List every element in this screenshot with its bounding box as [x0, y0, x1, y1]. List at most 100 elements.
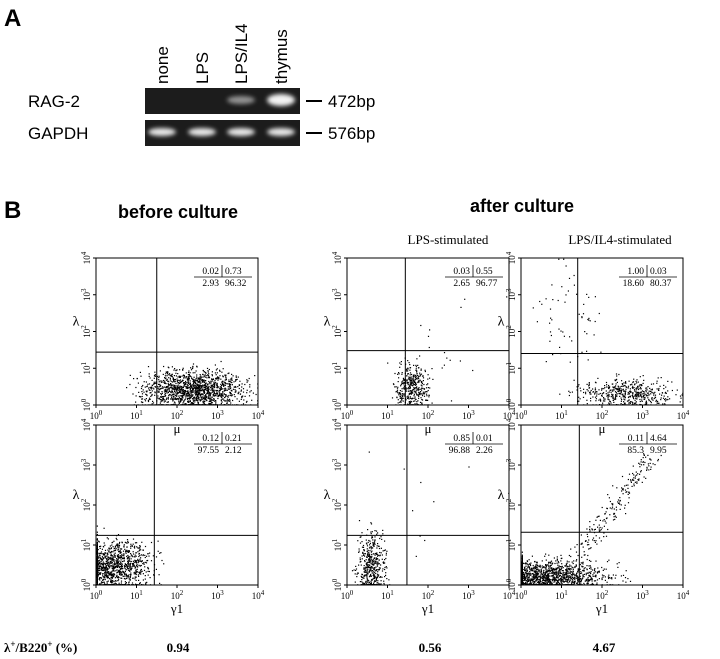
dot	[97, 563, 99, 565]
dot	[357, 540, 359, 542]
dot	[612, 396, 614, 398]
dot	[665, 391, 667, 393]
dot	[213, 383, 215, 385]
dot	[133, 573, 135, 575]
dot	[605, 568, 607, 570]
dot	[624, 577, 627, 579]
dot	[127, 562, 129, 564]
dot	[181, 395, 184, 397]
dot	[617, 566, 619, 568]
tick-base: 10	[503, 591, 513, 601]
dot	[212, 384, 214, 386]
dot	[561, 286, 563, 288]
dot	[562, 331, 564, 333]
dot	[189, 393, 191, 396]
dot	[195, 392, 197, 394]
dot	[170, 383, 172, 385]
dot	[525, 582, 527, 584]
dot	[427, 383, 429, 385]
dot	[200, 377, 202, 379]
dot	[395, 391, 397, 393]
dot	[196, 388, 198, 390]
dot	[230, 387, 232, 389]
dot	[555, 583, 558, 585]
dot	[239, 393, 242, 395]
dot	[212, 378, 215, 380]
dot	[192, 372, 194, 374]
dot	[252, 392, 254, 394]
dot	[367, 561, 369, 563]
dot	[645, 389, 647, 391]
dot	[187, 400, 189, 403]
quadrant-value: 0.21	[225, 434, 242, 444]
dot	[107, 560, 109, 562]
dot	[98, 561, 100, 563]
dot	[620, 389, 623, 391]
dot	[608, 399, 610, 401]
dot	[421, 395, 424, 397]
dot	[115, 566, 117, 568]
dot	[402, 377, 405, 379]
dot	[585, 574, 587, 576]
dot	[135, 561, 137, 563]
dot	[116, 569, 118, 571]
dot	[414, 374, 416, 376]
dot	[118, 550, 120, 552]
dot	[207, 397, 209, 400]
dot	[374, 557, 376, 559]
lane-label: thymus	[272, 29, 291, 84]
dot	[665, 392, 667, 394]
dot	[240, 398, 242, 400]
tick-base: 10	[211, 411, 221, 421]
dot	[177, 388, 179, 390]
dot	[159, 552, 161, 554]
dot	[185, 393, 187, 395]
dot	[384, 540, 386, 542]
tick-label: 102	[596, 409, 609, 421]
dot	[590, 566, 592, 568]
tick-label: 102	[422, 589, 435, 601]
dot	[165, 383, 167, 385]
dot	[98, 565, 100, 567]
dot	[119, 555, 121, 557]
dot	[214, 389, 216, 391]
dot	[360, 575, 362, 577]
dot	[621, 385, 623, 387]
dot	[405, 399, 407, 401]
dot	[362, 544, 365, 547]
dot	[412, 510, 414, 512]
dot	[204, 374, 206, 376]
dot	[365, 559, 367, 561]
dot	[134, 556, 136, 558]
dot	[367, 549, 369, 551]
dot	[125, 542, 127, 544]
dot	[199, 374, 201, 376]
dot	[358, 564, 360, 566]
tick-label: 100	[90, 589, 103, 601]
dot	[109, 548, 111, 550]
dot	[585, 393, 587, 395]
dot	[185, 386, 187, 388]
dot	[545, 577, 547, 579]
dot	[531, 555, 533, 557]
dot	[373, 564, 375, 566]
dot	[186, 387, 189, 390]
dot	[143, 391, 145, 393]
dot	[590, 389, 592, 392]
dot	[205, 383, 207, 385]
dot	[207, 390, 209, 392]
dot	[166, 397, 168, 399]
dot	[601, 389, 603, 391]
dot	[139, 573, 141, 575]
dot	[641, 384, 643, 386]
dot	[535, 580, 537, 582]
heading: after culture	[470, 196, 574, 216]
dot	[568, 390, 570, 392]
dot	[106, 562, 108, 564]
dot	[144, 566, 146, 568]
dot	[199, 387, 201, 389]
dot	[188, 392, 190, 394]
dot	[215, 393, 217, 395]
dot	[367, 573, 369, 575]
dot	[368, 564, 370, 566]
